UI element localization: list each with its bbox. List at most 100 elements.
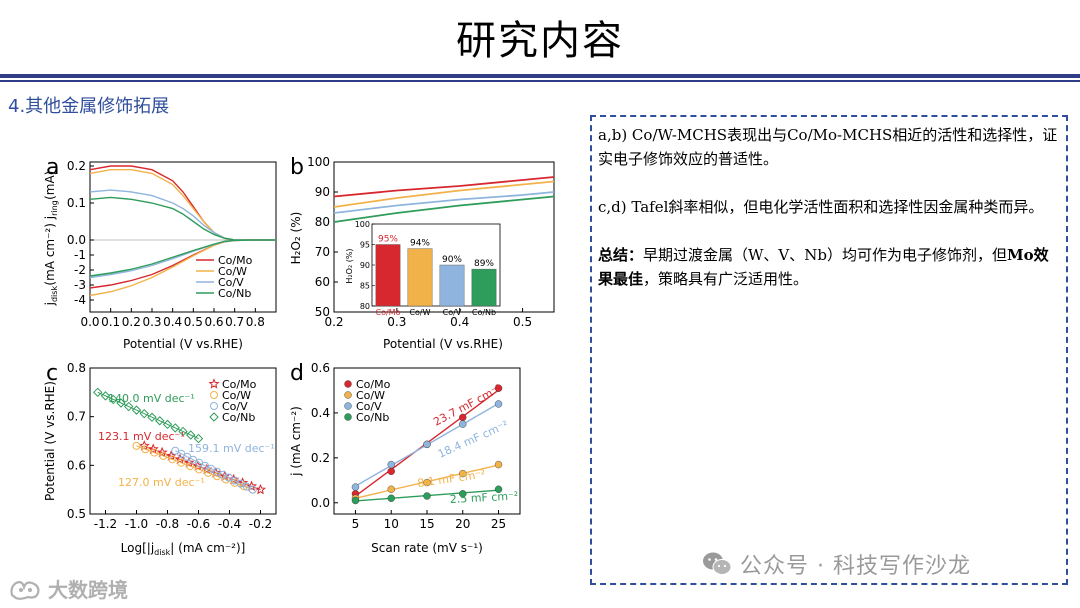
panel-c-xtick-label: -1.2 (94, 517, 117, 531)
panel-b-inset-bar (407, 248, 433, 307)
panel-b-ylabel: H₂O₂ (%) (289, 212, 303, 265)
panel-a-legend-label: Co/Nb (218, 287, 251, 300)
brand-watermark: 大数跨境 (8, 574, 128, 603)
panel-c-data-point (159, 451, 168, 460)
panel-b-xtick-label: 0.2 (324, 315, 343, 329)
panel-d-xtick-label: 15 (419, 517, 434, 531)
panel-c-data-point (212, 472, 221, 481)
panel-b-frame (333, 161, 555, 313)
xlabel-subscript: disk (154, 548, 170, 557)
conclusion-text-1: 早期过渡金属（W、V、Nb）均可作为电子修饰剂，但 (643, 246, 1007, 264)
panel-b-ytick-label: 50 (315, 305, 330, 319)
panel-c-xtick-label: -0.6 (187, 517, 210, 531)
panel-d-data-point (459, 469, 467, 478)
panel-b-selectivity-line (333, 180, 555, 208)
ylabel-part: (mA) (43, 171, 57, 200)
panel-d-data-point (494, 400, 503, 408)
panel-c-data-point (168, 455, 177, 464)
panel-d-data-point (423, 440, 431, 449)
ylabel-subscript: ring (50, 200, 59, 216)
panel-c-legend-marker (210, 391, 218, 399)
panel-b-inset-bar-label: 94% (410, 239, 430, 249)
panel-c-ytick-label: 0.5 (67, 507, 86, 521)
panel-c-legend-marker (208, 378, 220, 389)
ylabel-subscript: disk (50, 286, 59, 302)
panel-d-data-point (387, 494, 395, 502)
panel-d-data-point (387, 485, 395, 493)
panel-b-inset-bar-label: 90% (442, 255, 462, 265)
section-heading: 4.其他金属修饰拓展 (8, 96, 170, 117)
panel-b-inset-bar-label: 89% (474, 259, 494, 269)
panel-c-legend-label: Co/V (222, 400, 248, 413)
panel-c-data-point (186, 462, 195, 471)
panel-d-data-point (459, 420, 467, 428)
brand-name: 大数跨境 (48, 578, 128, 602)
panel-b-inset-ytick-label: 100 (355, 220, 370, 229)
panel-a-legend-label: Co/Mo (218, 254, 253, 267)
panel-b-inset-bar (439, 264, 465, 307)
panel-d-data-point (423, 492, 431, 500)
panel-a-ytick-label: 0.1 (67, 196, 86, 210)
panel-d-xtick-label: 25 (491, 517, 506, 531)
panel-d-xtick-label: 10 (384, 517, 399, 531)
panel-a-ylabel: jdisk (mA cm⁻²) jring (mA) (43, 171, 59, 307)
panel-d-capacitance-annotation: 8.1 mF cm⁻² (417, 468, 487, 490)
panel-d-legend-marker (344, 402, 352, 410)
panel-d-ytick-label: 0.2 (311, 451, 330, 465)
panel-c-ytick-label: 0.7 (67, 410, 86, 424)
panel-c-ytick-label: 0.8 (67, 361, 86, 375)
xlabel-part: Log[|j (121, 541, 155, 555)
panel-a-legend-label: Co/W (218, 265, 247, 278)
panel-c-slope-annotation: 140.0 mV dec⁻¹ (108, 392, 195, 405)
panel-b-inset-ytick-label: 90 (360, 261, 370, 270)
panel-d-data-point (351, 496, 360, 505)
panel-d-legend-label: Co/W (356, 389, 385, 402)
panel-c-series-co-v (171, 446, 257, 494)
panel-c-xtick-label: -0.2 (249, 517, 272, 531)
ylabel-part: j (43, 216, 57, 220)
panel-b-ytick-label: 70 (315, 245, 330, 259)
title-divider-thick (0, 74, 1080, 78)
panel-a-xtick-label: 0.6 (204, 315, 223, 329)
wechat-account-name: 公众号 · 科技写作沙龙 (740, 554, 971, 579)
panel-d-xtick-label: 5 (352, 517, 360, 531)
conclusion-label: 总结： (598, 246, 644, 264)
panel-a-ytick-label: 0.2 (67, 159, 86, 173)
panel-c-slope-annotation: 127.0 mV dec⁻¹ (118, 476, 205, 489)
panel-a-ytick-label: 0.0 (67, 233, 86, 247)
xlabel-part: | (mA cm⁻²)] (170, 541, 245, 555)
panel-d-ytick-label: 0.6 (311, 361, 330, 375)
panel-c-legend-marker (210, 402, 218, 410)
panel-c-data-point (138, 440, 150, 451)
panel-d-capacitance-annotation: 18.4 mF cm⁻² (436, 418, 510, 461)
panel-b-inset-category-label: Co/W (409, 308, 430, 317)
panel-a-xtick-label: 0.5 (184, 315, 203, 329)
panel-c-data-point (141, 445, 150, 454)
panel-b-selectivity-line (333, 195, 555, 223)
panel-a-frame (89, 161, 277, 313)
wechat-watermark: 公众号 · 科技写作沙龙 (702, 548, 971, 580)
panel-c-fit-line (175, 450, 253, 491)
panel-b-selectivity-line (333, 191, 555, 214)
ylabel-part: (mA cm⁻²) (43, 219, 57, 285)
panel-d-ytick-label: 0.0 (311, 496, 330, 510)
conclusion-highlight: Mo效果最佳 (598, 246, 1049, 288)
panel-b-xtick-label: 0.4 (450, 315, 469, 329)
summary-textbox: a,b) Co/W-MCHS表现出与Co/Mo-MCHS相近的活性和选择性，证实… (590, 115, 1068, 585)
panel-a-xtick-label: 0.1 (101, 315, 120, 329)
panel-c-data-point (93, 387, 103, 398)
panel-b-inset-category-label: Co/V (443, 308, 462, 317)
slide-title: 研究内容 (456, 18, 624, 64)
panel-d-series-co-nb (351, 485, 503, 505)
panel-d-capacitance-annotation: 2.5 mF cm⁻² (449, 489, 518, 506)
panel-b-inset-bar (375, 244, 401, 307)
panel-d-data-point (459, 490, 467, 498)
panel-a-xtick-label: 0.3 (142, 315, 161, 329)
panel-b-inset-ytick-label: 95 (360, 241, 370, 250)
panel-a-letter: a (46, 155, 59, 180)
ylabel-part: j (43, 302, 57, 306)
conclusion-text-2: ，策略具有广泛适用性。 (643, 270, 809, 288)
panel-b-inset-category-label: Co/Nb (472, 308, 496, 317)
panel-c-legend-label: Co/W (222, 389, 251, 402)
panel-c-legend-label: Co/Nb (222, 411, 255, 424)
